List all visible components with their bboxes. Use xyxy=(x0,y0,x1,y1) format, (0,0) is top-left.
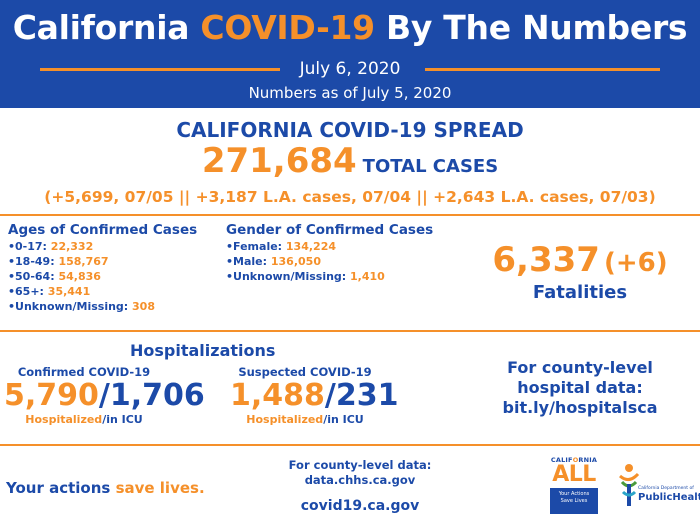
gender-list: Female: 134,224 Male: 136,050 Unknown/Mi… xyxy=(226,239,385,284)
page-title: California COVID-19 By The Numbers xyxy=(0,8,700,47)
suspected-sublabel: Hospitalized/in ICU xyxy=(246,413,364,426)
gender-title: Gender of Confirmed Cases xyxy=(226,222,434,238)
confirmed-values: 5,790/1,706 xyxy=(4,378,205,413)
divider-1 xyxy=(0,214,700,216)
hospitalizations-title: Hospitalizations xyxy=(130,341,276,360)
as-of-date: Numbers as of July 5, 2020 xyxy=(248,84,452,102)
list-item: Unknown/Missing: 1,410 xyxy=(226,269,385,284)
divider-2 xyxy=(0,330,700,332)
list-item: 65+: 35,441 xyxy=(8,284,155,299)
list-item: Male: 136,050 xyxy=(226,254,385,269)
header-banner: California COVID-19 By The Numbers July … xyxy=(0,0,700,108)
county-hospital-info: For county-level hospital data: bit.ly/h… xyxy=(490,358,670,418)
header-rule-left xyxy=(40,68,280,71)
title-highlight: COVID-19 xyxy=(200,8,375,47)
report-date: July 6, 2020 xyxy=(299,59,401,79)
public-health-figure-icon xyxy=(619,464,640,506)
divider-3 xyxy=(0,444,700,446)
total-cases-value: 271,684 xyxy=(201,141,357,181)
case-increments: (+5,699, 07/05 || +3,187 L.A. cases, 07/… xyxy=(44,188,656,206)
tagline: Your actions save lives. xyxy=(6,479,205,497)
suspected-hospitalizations: Suspected COVID-19 1,488/231 Hospitalize… xyxy=(230,365,399,426)
list-item: Unknown/Missing: 308 xyxy=(8,299,155,314)
confirmed-hospitalizations: Confirmed COVID-19 5,790/1,706 Hospitali… xyxy=(4,365,205,426)
title-part1: California xyxy=(12,8,201,47)
ages-title: Ages of Confirmed Cases xyxy=(8,222,198,238)
hospital-data-link[interactable]: bit.ly/hospitalsca xyxy=(502,398,658,417)
county-data-info: For county-level data: data.chhs.ca.gov … xyxy=(270,458,450,514)
fatalities-block: 6,337 (+6) Fatalities xyxy=(460,240,700,303)
fatalities-label: Fatalities xyxy=(532,282,628,303)
fatalities-count: 6,337 xyxy=(492,240,600,280)
california-all-logo: CALIFORNIA ALL Your Actions Save Lives xyxy=(546,456,602,514)
ages-list: 0-17: 22,332 18-49: 158,767 50-64: 54,83… xyxy=(8,239,155,314)
list-item: Female: 134,224 xyxy=(226,239,385,254)
header-rule-right xyxy=(425,68,660,71)
suspected-values: 1,488/231 xyxy=(230,378,399,413)
list-item: 0-17: 22,332 xyxy=(8,239,155,254)
county-data-link[interactable]: data.chhs.ca.gov xyxy=(304,473,416,487)
total-cases: 271,684 TOTAL CASES xyxy=(0,141,700,181)
list-item: 18-49: 158,767 xyxy=(8,254,155,269)
list-item: 50-64: 54,836 xyxy=(8,269,155,284)
fatalities-increment: (+6) xyxy=(603,248,668,278)
title-part2: By The Numbers xyxy=(374,8,688,47)
website-link[interactable]: covid19.ca.gov xyxy=(300,498,420,514)
total-cases-label: TOTAL CASES xyxy=(362,156,499,177)
confirmed-caption: Confirmed COVID-19 xyxy=(17,365,151,379)
suspected-caption: Suspected COVID-19 xyxy=(238,365,372,379)
spread-title: CALIFORNIA COVID-19 SPREAD xyxy=(176,118,524,142)
confirmed-sublabel: Hospitalized/in ICU xyxy=(25,413,143,426)
